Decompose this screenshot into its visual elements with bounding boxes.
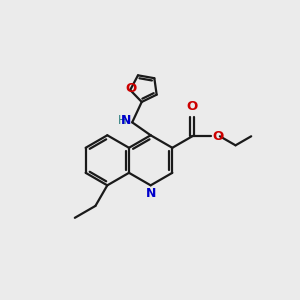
Text: N: N <box>121 114 131 128</box>
Text: H: H <box>118 114 127 128</box>
Text: N: N <box>146 188 156 200</box>
Text: O: O <box>212 130 224 143</box>
Text: O: O <box>187 100 198 113</box>
Text: O: O <box>126 82 137 95</box>
